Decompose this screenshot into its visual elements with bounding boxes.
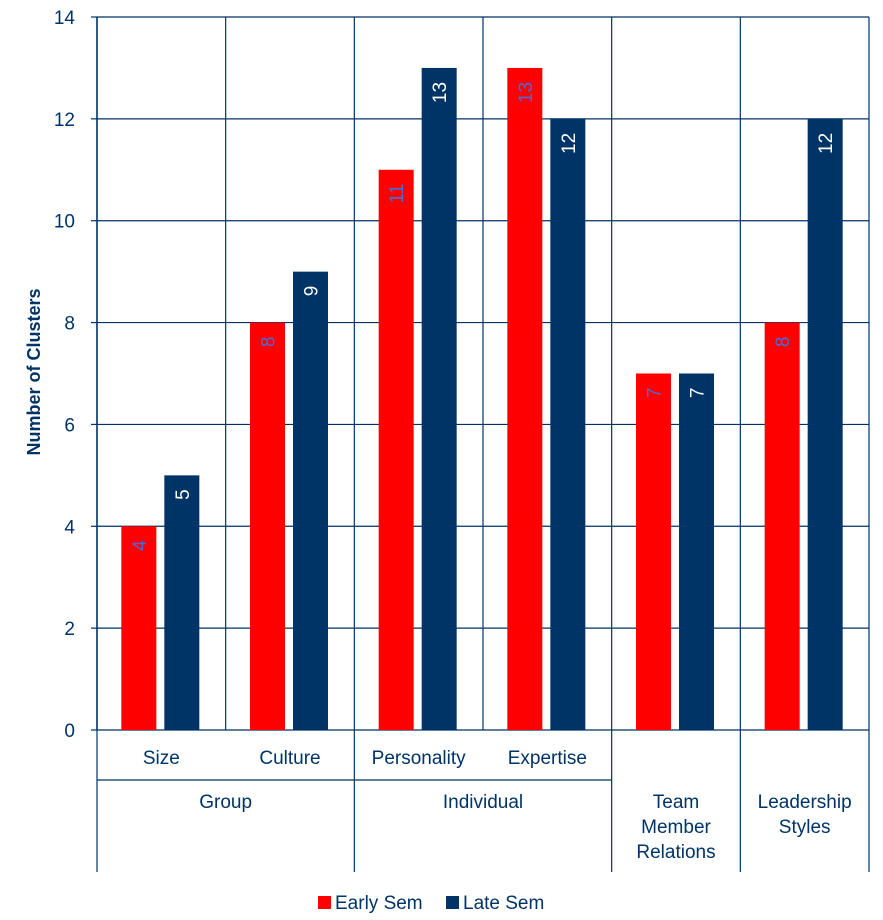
data-label: 7: [688, 388, 709, 399]
y-tick-label: 14: [54, 8, 76, 29]
category-label-line: Leadership: [758, 792, 852, 813]
legend-swatch: [446, 896, 459, 909]
group-label: Group: [199, 792, 252, 813]
y-tick-label: 10: [54, 212, 75, 233]
category-label: Culture: [259, 748, 320, 769]
y-tick-label: 2: [64, 619, 75, 640]
bar-early-3: [378, 169, 414, 731]
category-labels: Size Culture Personality Expertise Team Membe…: [143, 748, 852, 863]
bar-late-2: [293, 271, 328, 730]
category-label: Team Member Relations: [636, 792, 715, 863]
data-label: 13: [516, 82, 537, 103]
y-tick-label: 12: [54, 110, 75, 131]
data-label: 7: [645, 388, 666, 399]
category-label-line: Size: [143, 748, 180, 769]
legend-label: Late Sem: [463, 893, 544, 914]
legend: Early Sem Late Sem: [318, 893, 544, 914]
y-tick-label: 6: [64, 415, 75, 436]
category-label: Leadership Styles: [758, 792, 852, 838]
data-label: 12: [816, 133, 837, 154]
category-label-line: Styles: [779, 817, 831, 838]
category-label: Expertise: [508, 748, 587, 769]
data-label: 11: [387, 184, 408, 204]
category-label-line: Team: [653, 792, 699, 813]
y-axis-label: Number of Clusters: [24, 288, 44, 455]
category-label: Size: [143, 748, 180, 769]
bar-early-5: [636, 373, 671, 730]
category-label: Personality: [372, 748, 466, 769]
bar-early-1: [121, 526, 157, 730]
bars: 4 5 8 9 11 13 13 12 7 7 8 12: [121, 67, 843, 731]
axes: [91, 16, 870, 872]
bar-late-5: [679, 373, 714, 730]
bar-late-3: [421, 67, 457, 730]
category-label-line: Culture: [259, 748, 320, 769]
y-tick-label: 4: [64, 517, 75, 538]
data-label: 9: [302, 286, 323, 297]
legend-swatch: [318, 896, 331, 909]
data-label: 4: [130, 540, 151, 551]
bar-early-4: [507, 67, 543, 730]
bar-early-6: [764, 322, 800, 730]
bar-early-2: [250, 322, 285, 730]
y-tick-label: 8: [64, 314, 75, 335]
bar-late-1: [164, 475, 200, 730]
bar-late-4: [550, 118, 586, 731]
category-label-line: Member: [641, 817, 711, 838]
data-label: 8: [259, 337, 280, 348]
group-label: Individual: [443, 792, 523, 813]
bar-late-6: [807, 118, 843, 731]
legend-label: Early Sem: [335, 893, 423, 914]
data-label: 8: [773, 337, 794, 348]
category-label-line: Expertise: [508, 748, 587, 769]
y-tick-labels: 0 2 4 6 8 10 12 14: [54, 8, 76, 742]
data-label: 13: [430, 82, 451, 103]
category-label-line: Relations: [636, 842, 715, 863]
data-label: 12: [559, 133, 580, 154]
y-tick-label: 0: [64, 721, 75, 742]
category-label-line: Personality: [372, 748, 466, 769]
data-label: 5: [173, 489, 194, 500]
gridlines: [96, 16, 870, 731]
